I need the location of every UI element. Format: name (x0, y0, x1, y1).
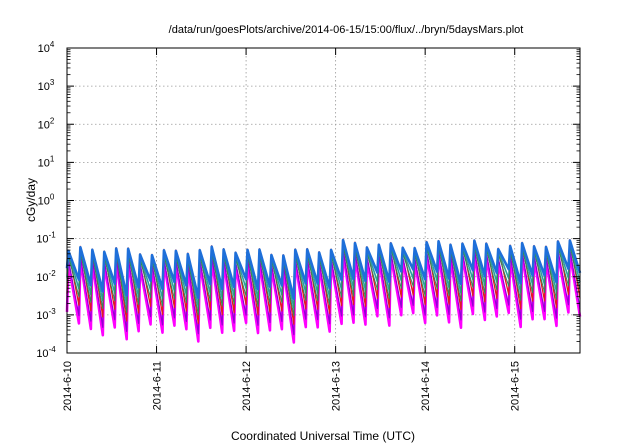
chart-title: /data/run/goesPlots/archive/2014-06-15/1… (169, 24, 524, 36)
x-tick-label: 2014-6-12 (241, 361, 253, 411)
grid (67, 48, 580, 353)
y-tick-label: 104 (38, 40, 55, 55)
x-tick-label: 2014-6-13 (331, 361, 343, 411)
y-tick-label: 10-4 (36, 345, 56, 360)
y-axis-title: cGy/day (24, 178, 38, 222)
series-line (65, 238, 582, 301)
x-tick-label: 2014-6-11 (152, 361, 164, 410)
x-tick-label: 2014-6-14 (420, 361, 432, 411)
axis-ticks (66, 47, 580, 354)
y-tick-label: 100 (38, 193, 55, 208)
y-tick-label: 101 (38, 154, 55, 169)
y-tick-label: 10-1 (36, 231, 56, 246)
y-axis: 104 103 102 101 100 10-1 10-2 10-3 10-4 (36, 40, 56, 360)
x-axis: 2014-6-10 2014-6-11 2014-6-12 2014-6-13 2014… (62, 361, 522, 411)
y-tick-label: 10-3 (36, 307, 56, 322)
x-tick-label: 2014-6-10 (62, 361, 74, 411)
series-layer (65, 238, 582, 344)
y-tick-label: 102 (38, 116, 55, 131)
x-axis-title: Coordinated Universal Time (UTC) (231, 429, 415, 443)
y-tick-label: 10-2 (36, 269, 56, 284)
y-tick-label: 103 (38, 78, 55, 93)
x-tick-label: 2014-6-15 (510, 361, 522, 411)
